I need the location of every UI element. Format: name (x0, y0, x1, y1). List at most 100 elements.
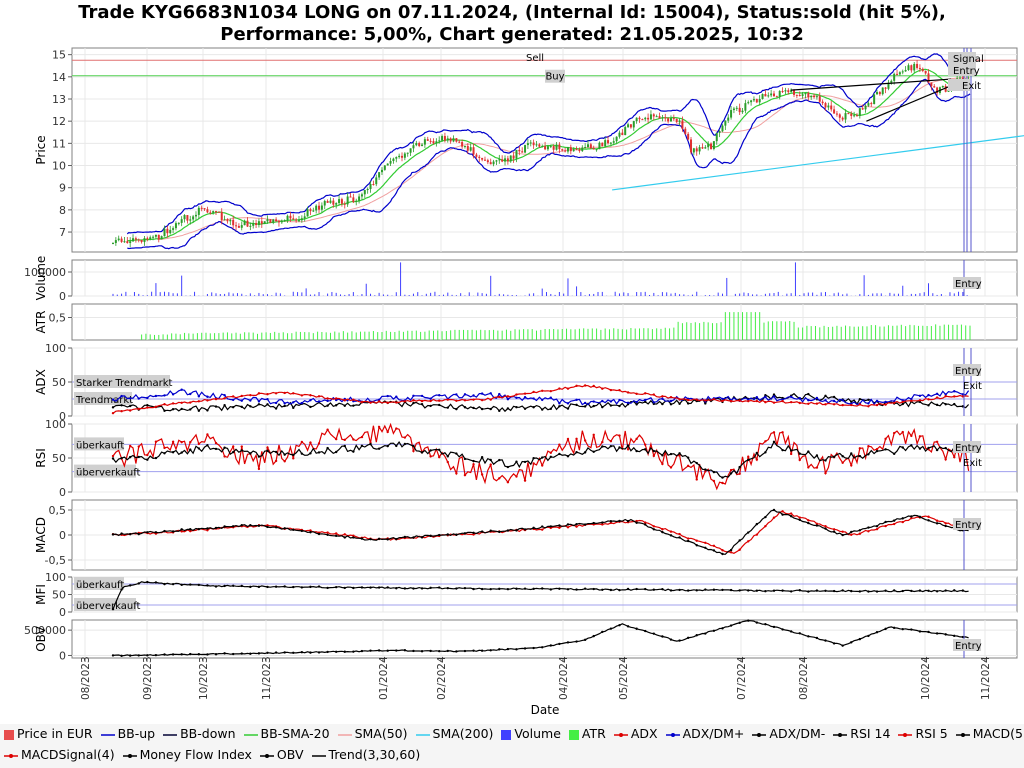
series-point (463, 532, 467, 535)
candle-body (160, 236, 163, 240)
candle-body (237, 225, 240, 228)
candle-body (921, 68, 924, 71)
series-point (661, 395, 664, 398)
y-tick-label: 13 (52, 93, 66, 106)
series-point (935, 403, 939, 407)
candle-body (758, 98, 761, 103)
candle-body (638, 117, 641, 120)
series-point (120, 456, 123, 460)
series-point (292, 457, 295, 460)
series-point (128, 455, 132, 459)
series-point (455, 399, 458, 403)
series-point (240, 652, 243, 655)
legend-swatch-dot (757, 732, 762, 737)
series-point (867, 445, 870, 448)
series-point (489, 458, 492, 462)
candle-body (649, 114, 652, 120)
series-point (206, 395, 209, 398)
series-point (875, 447, 879, 451)
series-point (128, 532, 132, 536)
series-point (163, 402, 166, 406)
series-point (163, 409, 166, 412)
series-point (154, 456, 158, 460)
series-point (154, 531, 158, 534)
series-point (463, 457, 467, 461)
series-point (274, 392, 278, 395)
series-point (678, 402, 681, 405)
candle-body (592, 148, 595, 150)
candle-body (243, 220, 246, 226)
series-point (807, 392, 810, 396)
series-point (369, 442, 372, 446)
series-point (850, 530, 853, 534)
series-point (592, 433, 595, 437)
buy-line-label: Buy (545, 72, 564, 83)
series-point (171, 402, 175, 405)
series-point (935, 519, 939, 522)
series-point (910, 628, 913, 631)
series-point (206, 443, 209, 447)
series-point (807, 402, 810, 405)
series-point (515, 393, 518, 396)
series-point (438, 533, 441, 537)
series-point (163, 529, 166, 533)
series-point (120, 532, 123, 535)
candle-body (698, 147, 701, 152)
candle-body (675, 118, 678, 123)
series-point (592, 634, 595, 638)
series-point (695, 398, 698, 401)
candle-body (884, 87, 887, 89)
candle-body (701, 147, 704, 149)
series-point (875, 399, 879, 403)
series-point (764, 524, 767, 528)
series-point (257, 400, 261, 403)
bb-down-line (127, 78, 971, 250)
series-point (935, 522, 939, 525)
candle-body (323, 200, 326, 206)
series-point (781, 589, 784, 592)
series-point (747, 455, 750, 459)
series-point (678, 536, 681, 539)
series-point (850, 400, 853, 403)
series-point (283, 453, 286, 456)
legend-swatch (898, 732, 913, 737)
candle-body (793, 89, 796, 95)
series-point (944, 395, 947, 398)
series-point (583, 638, 587, 642)
candle-body (380, 169, 383, 173)
series-point (575, 451, 578, 454)
series-point (180, 401, 183, 404)
series-point (128, 444, 132, 448)
series-point (206, 653, 209, 656)
series-point (532, 390, 535, 394)
candle-body (518, 149, 521, 152)
series-point (206, 409, 209, 412)
series-point (721, 588, 724, 592)
candle-body (192, 216, 195, 220)
candle-body (930, 82, 933, 87)
y-tick-label: 100 (45, 342, 66, 355)
series-point (944, 522, 947, 525)
series-point (918, 515, 922, 518)
series-point (910, 434, 913, 438)
series-point (678, 532, 681, 536)
series-point (601, 523, 604, 526)
series-point (463, 399, 467, 402)
series-point (601, 445, 604, 448)
series-point (257, 403, 261, 406)
series-point (686, 464, 690, 468)
candle-body (423, 139, 426, 145)
candle-body (927, 73, 930, 83)
series-point (506, 587, 510, 591)
series-point (128, 397, 132, 400)
series-point (206, 433, 209, 436)
candle-body (824, 103, 827, 108)
candle-body (283, 220, 286, 222)
series-point (128, 409, 132, 412)
series-point (935, 448, 939, 452)
candle-body (655, 116, 658, 118)
series-point (944, 403, 947, 406)
candle-body (312, 210, 315, 212)
candle-body (240, 225, 243, 228)
series-point (686, 636, 690, 640)
